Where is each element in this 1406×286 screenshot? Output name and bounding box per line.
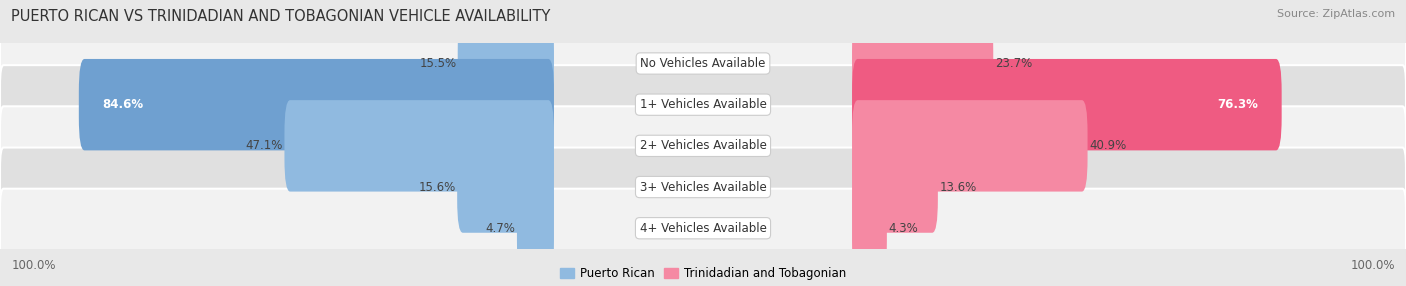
FancyBboxPatch shape	[457, 141, 554, 233]
Text: 2+ Vehicles Available: 2+ Vehicles Available	[640, 139, 766, 152]
Text: No Vehicles Available: No Vehicles Available	[640, 57, 766, 70]
Text: 4.3%: 4.3%	[889, 222, 918, 235]
Text: PUERTO RICAN VS TRINIDADIAN AND TOBAGONIAN VEHICLE AVAILABILITY: PUERTO RICAN VS TRINIDADIAN AND TOBAGONI…	[11, 9, 551, 23]
Text: 100.0%: 100.0%	[11, 259, 56, 272]
FancyBboxPatch shape	[852, 141, 938, 233]
Legend: Puerto Rican, Trinidadian and Tobagonian: Puerto Rican, Trinidadian and Tobagonian	[560, 267, 846, 280]
FancyBboxPatch shape	[852, 18, 993, 109]
Text: 23.7%: 23.7%	[994, 57, 1032, 70]
Text: 1+ Vehicles Available: 1+ Vehicles Available	[640, 98, 766, 111]
Text: 4+ Vehicles Available: 4+ Vehicles Available	[640, 222, 766, 235]
FancyBboxPatch shape	[0, 148, 1406, 227]
FancyBboxPatch shape	[0, 24, 1406, 103]
Text: 47.1%: 47.1%	[246, 139, 283, 152]
FancyBboxPatch shape	[0, 189, 1406, 268]
Text: 13.6%: 13.6%	[939, 180, 977, 194]
FancyBboxPatch shape	[852, 59, 1282, 150]
Text: 4.7%: 4.7%	[485, 222, 516, 235]
FancyBboxPatch shape	[0, 65, 1406, 144]
Text: 15.6%: 15.6%	[419, 180, 456, 194]
FancyBboxPatch shape	[79, 59, 554, 150]
FancyBboxPatch shape	[852, 182, 887, 274]
Text: 84.6%: 84.6%	[103, 98, 143, 111]
FancyBboxPatch shape	[284, 100, 554, 192]
Text: 100.0%: 100.0%	[1350, 259, 1395, 272]
Text: 40.9%: 40.9%	[1090, 139, 1126, 152]
Text: Source: ZipAtlas.com: Source: ZipAtlas.com	[1277, 9, 1395, 19]
FancyBboxPatch shape	[517, 182, 554, 274]
Text: 76.3%: 76.3%	[1218, 98, 1258, 111]
FancyBboxPatch shape	[852, 100, 1088, 192]
Text: 3+ Vehicles Available: 3+ Vehicles Available	[640, 180, 766, 194]
FancyBboxPatch shape	[0, 106, 1406, 185]
Text: 15.5%: 15.5%	[419, 57, 457, 70]
FancyBboxPatch shape	[458, 18, 554, 109]
